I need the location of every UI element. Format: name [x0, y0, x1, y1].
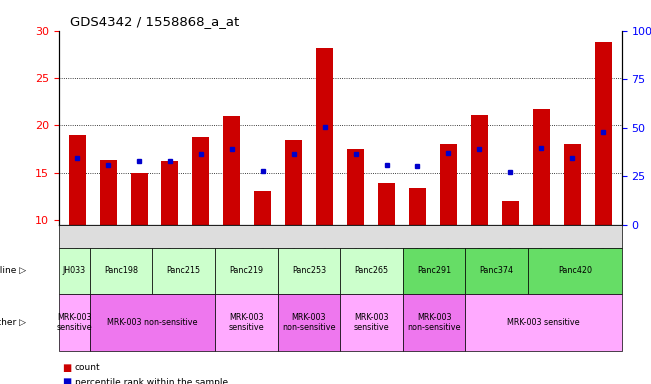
Text: MRK-003 non-sensitive: MRK-003 non-sensitive	[107, 318, 198, 327]
Text: MRK-003
sensitive: MRK-003 sensitive	[229, 313, 264, 332]
Text: count: count	[75, 363, 100, 372]
Bar	[471, 115, 488, 225]
Text: other ▷: other ▷	[0, 318, 26, 327]
Text: Panc198: Panc198	[104, 266, 138, 275]
Bar	[502, 201, 519, 225]
Bar	[100, 160, 117, 225]
Text: Panc253: Panc253	[292, 266, 326, 275]
Text: MRK-003
sensitive: MRK-003 sensitive	[353, 313, 389, 332]
Bar	[564, 144, 581, 225]
Bar	[594, 42, 612, 225]
Text: MRK-003
sensitive: MRK-003 sensitive	[57, 313, 92, 332]
Text: ■: ■	[62, 377, 71, 384]
Bar	[255, 190, 271, 225]
Text: MRK-003
non-sensitive: MRK-003 non-sensitive	[408, 313, 461, 332]
Bar	[347, 149, 364, 225]
Bar	[68, 135, 86, 225]
Bar	[409, 188, 426, 225]
Bar	[285, 141, 302, 225]
Text: cell line ▷: cell line ▷	[0, 266, 26, 275]
Bar	[440, 144, 457, 225]
Text: MRK-003 sensitive: MRK-003 sensitive	[507, 318, 580, 327]
Text: JH033: JH033	[62, 266, 86, 275]
Bar	[161, 161, 178, 225]
Text: Panc215: Panc215	[167, 266, 201, 275]
Bar	[131, 173, 148, 225]
Text: MRK-003
non-sensitive: MRK-003 non-sensitive	[282, 313, 336, 332]
Text: percentile rank within the sample: percentile rank within the sample	[75, 377, 228, 384]
Bar	[316, 48, 333, 225]
Text: GDS4342 / 1558868_a_at: GDS4342 / 1558868_a_at	[70, 15, 239, 28]
Text: Panc420: Panc420	[558, 266, 592, 275]
Text: Panc265: Panc265	[354, 266, 389, 275]
Text: Panc291: Panc291	[417, 266, 451, 275]
Text: Panc219: Panc219	[229, 266, 264, 275]
Text: ■: ■	[62, 363, 71, 373]
Bar	[223, 116, 240, 225]
Bar	[193, 137, 210, 225]
Text: Panc374: Panc374	[480, 266, 514, 275]
Bar	[533, 109, 549, 225]
Bar	[378, 183, 395, 225]
